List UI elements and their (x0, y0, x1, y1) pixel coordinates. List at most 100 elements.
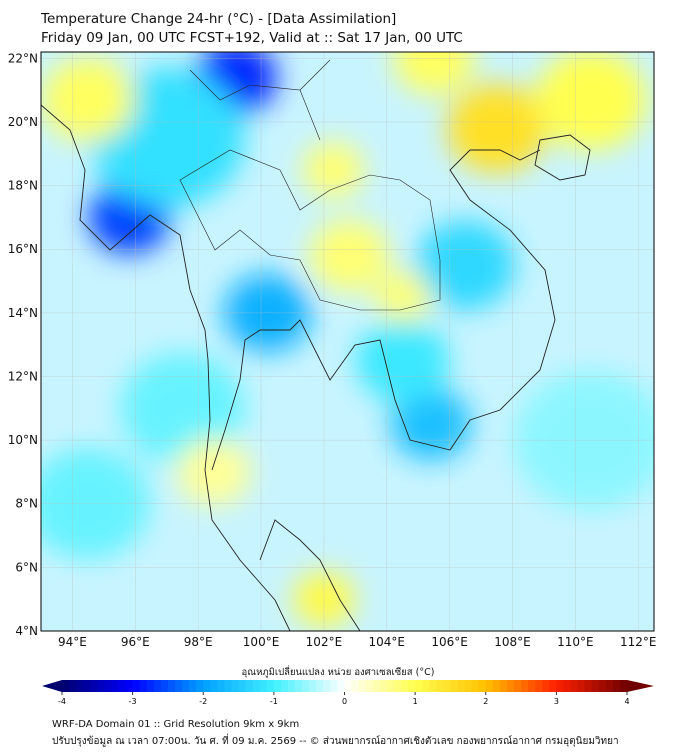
colorbar-tick-label: 4 (624, 697, 629, 706)
colorbar-segment (521, 680, 529, 692)
colorbar-segment (132, 680, 141, 692)
colorbar-segment (252, 680, 261, 692)
colorbar-segment (231, 680, 239, 692)
colorbar-segment (535, 680, 543, 692)
colorbar-segment (160, 680, 169, 692)
lat-tick-label: 8°N (15, 497, 38, 511)
lon-tick-label: 100°E (243, 635, 280, 649)
colorbar-segment (485, 680, 494, 692)
colorbar-segment (549, 680, 557, 692)
colorbar-segment (118, 680, 126, 692)
field-anomaly (41, 57, 135, 142)
colorbar-segment (436, 680, 444, 692)
field-anomaly (447, 83, 547, 173)
lon-tick-label: 102°E (306, 635, 343, 649)
colorbar-segment (591, 680, 600, 692)
lat-tick-label: 20°N (8, 115, 38, 129)
colorbar-tick-label: 3 (554, 697, 559, 706)
colorbar-segment (379, 680, 388, 692)
field-anomaly (308, 219, 390, 292)
colorbar-segment (273, 680, 282, 692)
colorbar-segment (401, 680, 409, 692)
colorbar-segment (189, 680, 197, 692)
colorbar-tick-label: 2 (483, 697, 488, 706)
colorbar-segment (167, 680, 176, 692)
lat-tick-label: 14°N (8, 306, 38, 320)
colorbar-segment (309, 680, 317, 692)
lon-tick-label: 110°E (557, 635, 594, 649)
chart-subtitle: Friday 09 Jan, 00 UTC FCST+192, Valid at… (41, 30, 463, 46)
colorbar-segment (443, 680, 451, 692)
lat-tick-label: 6°N (15, 560, 38, 574)
colorbar-segment (203, 680, 211, 692)
colorbar-tick-label: 1 (413, 697, 418, 706)
colorbar-min-arrow (42, 680, 62, 692)
colorbar-segment (316, 680, 324, 692)
colorbar-segment (358, 680, 367, 692)
colorbar-segment (266, 680, 275, 692)
colorbar-segment (182, 680, 190, 692)
colorbar-segment (499, 680, 508, 692)
colorbar-segment (450, 680, 458, 692)
colorbar-segment (302, 680, 310, 692)
lon-tick-label: 98°E (184, 635, 213, 649)
field-anomaly (415, 220, 515, 310)
colorbar-segment (196, 680, 204, 692)
lat-tick-label: 12°N (8, 369, 38, 383)
colorbar-segment (471, 680, 480, 692)
colorbar-segment (528, 680, 536, 692)
colorbar-segment (570, 680, 578, 692)
colorbar-segment (457, 680, 465, 692)
lon-tick-label: 112°E (620, 635, 657, 649)
colorbar-segment (337, 680, 345, 692)
footer-credits: ปรับปรุงข้อมูล ณ เวลา 07:00น. วัน ศ. ที่… (52, 736, 619, 747)
colorbar-segment (139, 680, 148, 692)
map-field (41, 52, 654, 631)
field-anomaly (374, 271, 431, 323)
colorbar-segment (111, 680, 119, 692)
colorbar-segment (372, 680, 381, 692)
colorbar-segment (514, 680, 522, 692)
field-anomaly (356, 318, 450, 403)
colorbar-segment (351, 680, 360, 692)
colorbar-segment (478, 680, 487, 692)
field-anomaly (390, 387, 472, 461)
colorbar-segment (210, 680, 218, 692)
lat-tick-label: 22°N (8, 51, 38, 65)
colorbar-segment (62, 680, 70, 692)
lon-tick-label: 94°E (58, 635, 87, 649)
colorbar-segment (422, 680, 430, 692)
field-anomaly (302, 141, 365, 198)
colorbar-segment (577, 680, 586, 692)
field-anomaly (120, 352, 245, 465)
lon-tick-label: 108°E (494, 635, 531, 649)
colorbar-segment (506, 680, 515, 692)
colorbar-segment (344, 680, 352, 692)
colorbar-segment (619, 680, 628, 692)
colorbar-segment (217, 680, 225, 692)
chart-title: Temperature Change 24-hr (°C) - [Data As… (41, 11, 397, 27)
colorbar-segment (563, 680, 571, 692)
lon-tick-label: 96°E (121, 635, 150, 649)
colorbar-segment (598, 680, 607, 692)
colorbar-segment (415, 680, 423, 692)
colorbar-segment (365, 680, 374, 692)
lat-tick-label: 10°N (8, 433, 38, 447)
field-anomaly (176, 438, 252, 506)
colorbar-segment (76, 680, 84, 692)
colorbar-segment (259, 680, 268, 692)
colorbar-segment (280, 680, 289, 692)
colorbar: -4 -3 -2 -1 0 1 2 3 4 (42, 680, 654, 706)
colorbar-segment (386, 680, 395, 692)
colorbar-segment (288, 680, 296, 692)
colorbar-tick-label: 0 (342, 697, 347, 706)
colorbar-segment (323, 680, 331, 692)
field-anomaly (393, 52, 475, 95)
colorbar-segment (245, 680, 254, 692)
colorbar-segment (69, 680, 77, 692)
colorbar-segment (175, 680, 183, 692)
colorbar-segment (556, 680, 564, 692)
colorbar-tick-label: -2 (199, 697, 207, 706)
colorbar-segment (542, 680, 550, 692)
